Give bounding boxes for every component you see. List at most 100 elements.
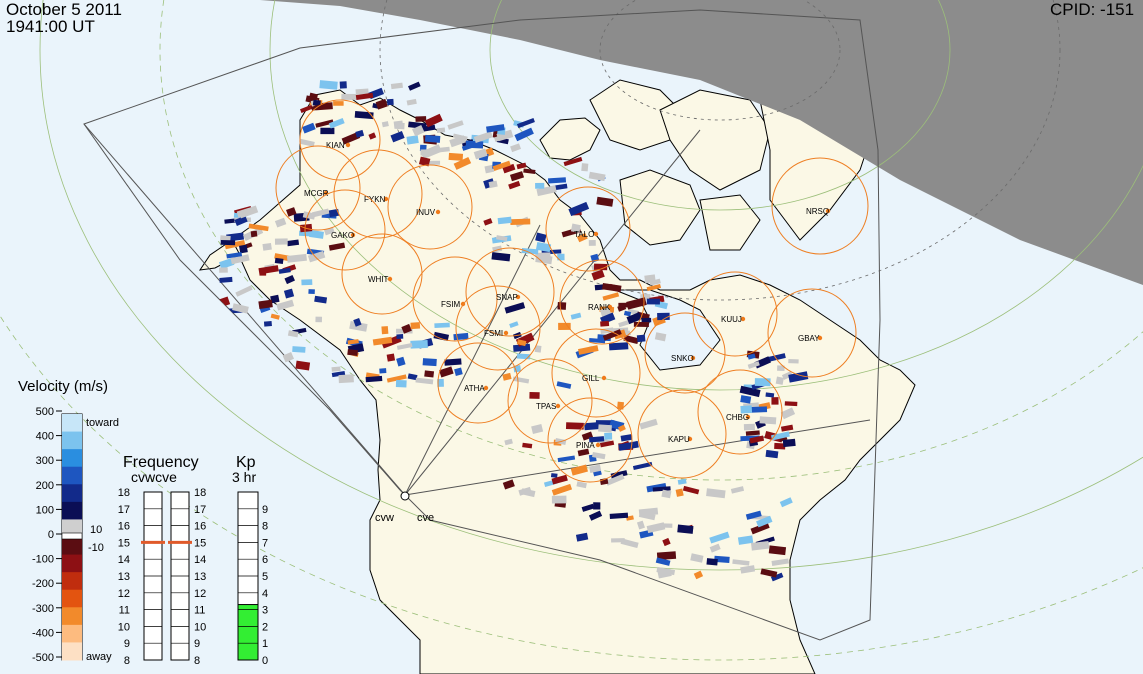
velocity-cell — [396, 342, 413, 350]
velocity-cell — [436, 127, 446, 133]
velocity-cell — [770, 572, 784, 582]
velocity-cell — [516, 118, 535, 129]
velocity-cell — [777, 365, 785, 371]
velocity-tick-label: 100 — [36, 504, 54, 516]
velocity-cell — [534, 345, 542, 353]
frequency-panel: Frequency cvwcve 18 18 17 17 16 16 15 15 14 14 13 1… — [118, 454, 207, 667]
station-ring — [545, 186, 631, 272]
velocity-cell — [730, 486, 745, 494]
velocity-cell — [486, 124, 505, 133]
velocity-cell — [554, 183, 568, 191]
magnetometer-stations: KIAN MCGR FYKN INUV GAKO WHIT FSIM SNAP FSMI ATHA… — [275, 99, 869, 483]
station-ring — [644, 312, 726, 394]
velocity-cell — [496, 235, 508, 241]
velocity-cell — [504, 302, 526, 314]
velocity-cell — [617, 424, 626, 432]
velocity-cell — [593, 263, 608, 271]
velocity-cell — [551, 474, 568, 485]
frequency-tick-label: 8 — [194, 655, 200, 667]
velocity-cell — [347, 339, 359, 345]
velocity-cell — [355, 92, 374, 101]
station-dot — [383, 196, 389, 202]
station-label: NRSQ — [806, 207, 829, 216]
velocity-cell — [781, 371, 793, 380]
velocity-cell — [714, 555, 730, 563]
station-label: GAKO — [331, 231, 354, 240]
station-dot — [745, 414, 751, 420]
velocity-cell — [732, 559, 750, 566]
station-dot — [435, 209, 441, 215]
velocity-cell — [276, 299, 295, 311]
velocity-cell — [491, 252, 511, 262]
velocity-cell — [311, 208, 330, 218]
velocity-cell — [623, 310, 632, 317]
velocity-cell — [320, 127, 335, 135]
velocity-cell — [661, 489, 672, 499]
velocity-cell — [232, 303, 249, 314]
frequency-tick-label: 12 — [118, 588, 130, 600]
velocity-tick-label: -400 — [32, 627, 54, 639]
velocity-cell — [608, 342, 629, 351]
velocity-cell — [497, 216, 512, 225]
velocity-cell — [433, 331, 450, 342]
velocity-cell — [422, 358, 437, 367]
velocity-cell — [655, 557, 671, 566]
velocity-cell — [581, 431, 594, 441]
station-ring — [299, 99, 381, 181]
velocity-cell — [618, 440, 639, 451]
station-ring — [465, 247, 555, 337]
velocity-cell — [338, 374, 354, 384]
velocity-color-segment — [62, 501, 82, 520]
velocity-cell — [706, 488, 726, 499]
velocity-cell — [238, 205, 259, 219]
kp-tick-label: 7 — [262, 537, 268, 549]
station-dot — [607, 304, 613, 310]
velocity-cell — [219, 276, 233, 283]
velocity-cell — [308, 289, 315, 295]
velocity-cell — [750, 522, 770, 535]
velocity-cell — [536, 185, 557, 197]
kp-tick-label: 0 — [262, 655, 268, 667]
velocity-cell — [570, 464, 588, 476]
frequency-tick-label: 13 — [118, 571, 130, 583]
velocity-colorbar: Velocity (m/s) 500 400 300 200 100 0 -100 -200 -… — [18, 378, 119, 664]
velocity-cell — [743, 423, 755, 431]
velocity-cell — [770, 431, 790, 441]
velocity-cell — [401, 323, 412, 334]
velocity-cell — [314, 295, 328, 304]
station-label: PINA — [576, 441, 595, 450]
header-time: 1941:00 UT — [6, 17, 95, 36]
velocity-tick-label: 300 — [36, 455, 54, 467]
velocity-cell — [575, 532, 589, 542]
velocity-cell — [771, 397, 779, 405]
velocity-cell — [395, 379, 407, 388]
velocity-cell — [396, 356, 406, 367]
station-label: MCGR — [304, 189, 329, 198]
velocity-cell — [636, 520, 645, 530]
station-label: KUUJ — [721, 315, 742, 324]
velocity-cell — [737, 535, 754, 545]
velocity-cell — [386, 374, 407, 383]
station-ring — [559, 259, 645, 345]
velocity-cell — [581, 163, 589, 172]
velocity-cell — [677, 524, 694, 534]
velocity-cell — [250, 230, 258, 238]
velocity-cell — [347, 349, 359, 357]
velocity-cell — [535, 252, 551, 258]
nightside-shading — [260, 0, 1143, 285]
velocity-color-segment — [62, 607, 82, 626]
velocity-cell — [516, 162, 527, 170]
velocity-cell — [509, 321, 519, 329]
station-ring — [771, 157, 869, 255]
velocity-cell — [379, 368, 387, 374]
velocity-cell — [488, 180, 498, 189]
frequency-tick-label: 12 — [194, 588, 206, 600]
velocity-cell — [598, 424, 612, 433]
velocity-cell — [278, 267, 291, 274]
velocity-cell — [220, 239, 236, 246]
station-label: TALO — [574, 230, 594, 239]
velocity-cell — [516, 339, 527, 347]
station-label: GILL — [582, 374, 600, 383]
velocity-cell — [355, 129, 365, 138]
